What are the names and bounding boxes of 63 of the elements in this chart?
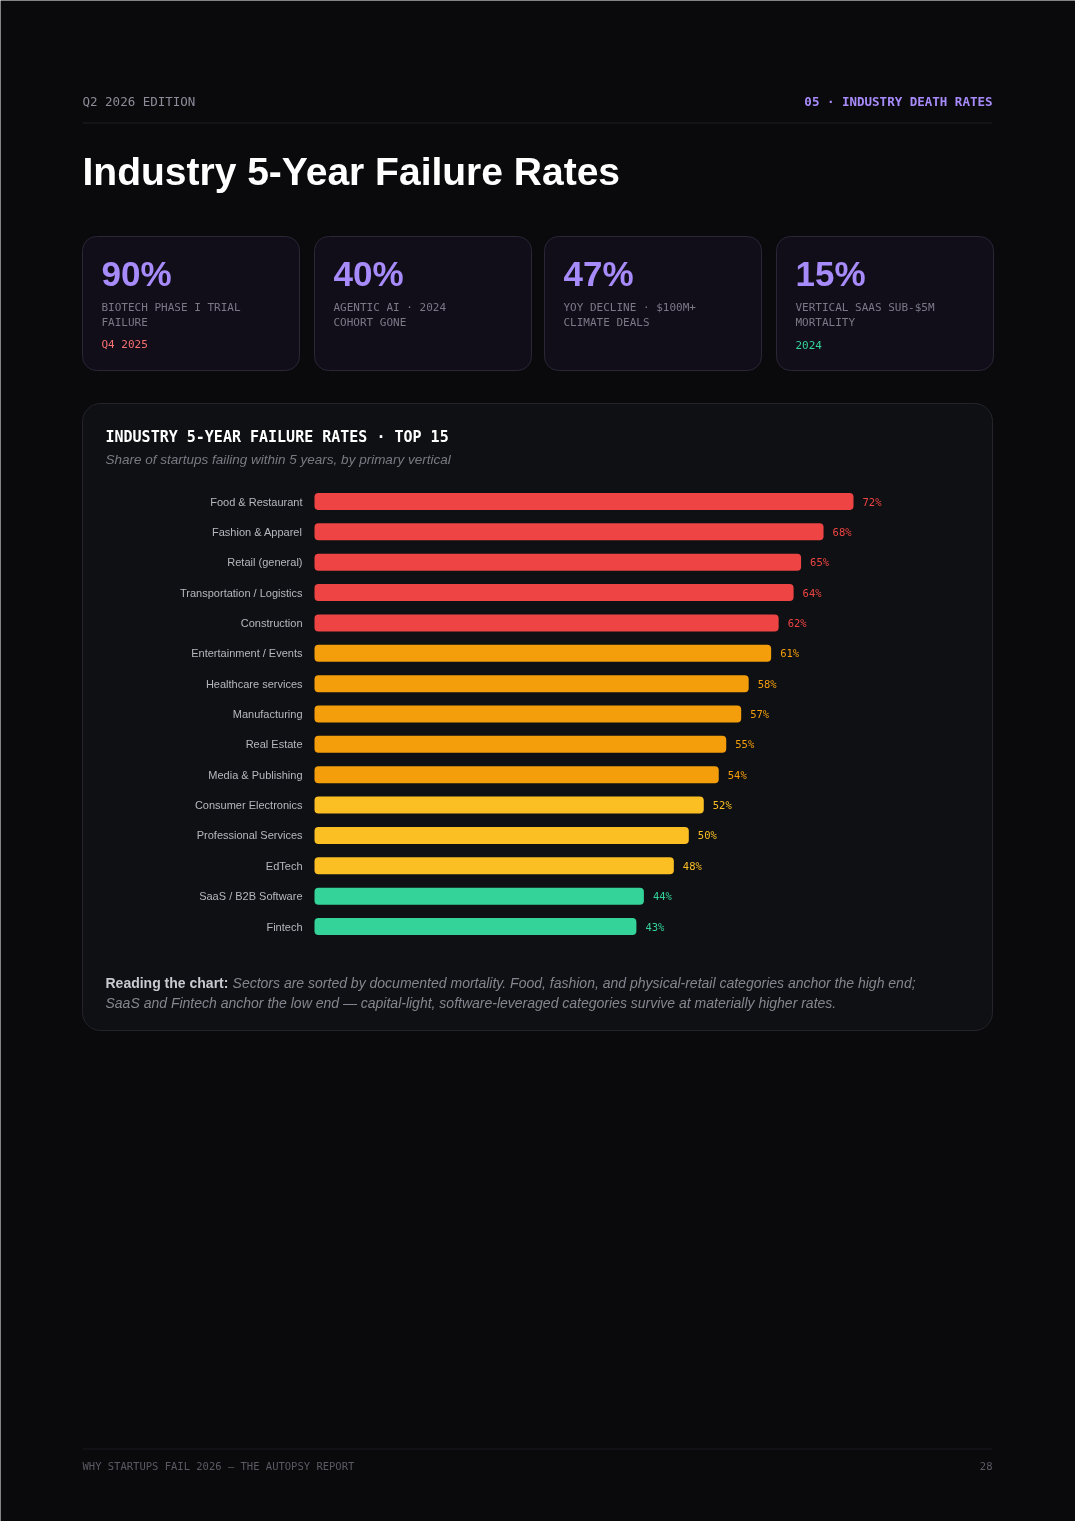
bar [314,644,772,662]
y-tick-label: Professional Services [196,829,303,842]
data-label: 65% [810,556,830,569]
text: WHY STARTUPS FAIL 2026 — THE AUTOPSY REPORT [82,1459,355,1472]
data-label: 72% [862,495,883,508]
data-label: 54% [727,768,748,781]
y-tick-label: Consumer Electronics [194,799,303,812]
data-label: 43% [645,920,666,933]
data-label: 68% [832,525,853,538]
text: YOY DECLINE · $100M+ CLIMATE DEALS [563,301,697,329]
bar [314,705,742,723]
bar [314,523,824,541]
bar [314,918,637,935]
text: Q4 2025 [101,338,148,351]
data-label: 44% [652,890,673,903]
data-label: 58% [757,677,778,690]
y-tick-label: Fintech [266,920,303,933]
text: 2024 [795,338,823,352]
bar [314,887,644,905]
y-tick-label: Transportation / Logistics [180,586,303,599]
data-label: 52% [712,799,733,812]
bar [314,553,802,571]
data-label: 55% [735,738,755,751]
y-tick-label: Fashion & Apparel [212,525,302,538]
bar [314,675,749,693]
bar [314,857,674,875]
text: 90% [101,254,172,293]
bar [314,766,719,784]
y-tick-label: Healthcare services [205,677,303,690]
y-tick-label: Manufacturing [232,708,303,720]
text: 47% [563,254,634,293]
data-label: 48% [682,859,703,872]
text: 15% [795,254,866,293]
y-tick-label: Food & Restaurant [210,495,303,508]
text: 28 [979,1459,993,1472]
data-label: 61% [780,647,800,660]
y-tick-label: Entertainment / Events [191,647,303,660]
y-tick-label: Real Estate [245,738,303,751]
chart-subtitle: Share of startups failing within 5 years, by primary vertical [105,452,452,467]
bar [314,493,854,510]
text: Q2 2026 EDITION [82,94,196,109]
data-label: 50% [697,829,718,842]
text: VERTICAL SAAS SUB-$5M MORTALITY [795,301,935,329]
bar [314,796,704,814]
text: Industry 5-Year Failure Rates [82,150,621,193]
y-tick-label: EdTech [265,859,303,872]
text: Reading the chart: [105,974,229,991]
bar [314,584,794,602]
y-tick-label: SaaS / B2B Software [199,890,303,903]
text: AGENTIC AI · 2024 COHORT GONE [333,301,447,329]
data-label: 57% [750,708,770,720]
bar [314,735,727,753]
text: BIOTECH PHASE I TRIAL FAILURE [101,301,241,329]
text: 05 · INDUSTRY DEATH RATES [804,94,993,109]
data-label: 64% [802,586,823,599]
bar [314,826,689,844]
y-tick-label: Construction [240,616,303,629]
text: 40% [333,254,404,293]
data-label: 62% [787,616,808,629]
chart-title: INDUSTRY 5-YEAR FAILURE RATES · TOP 15 [105,427,449,446]
bar [314,614,779,632]
y-tick-label: Media & Publishing [208,768,303,781]
y-tick-label: Retail (general) [227,556,303,569]
